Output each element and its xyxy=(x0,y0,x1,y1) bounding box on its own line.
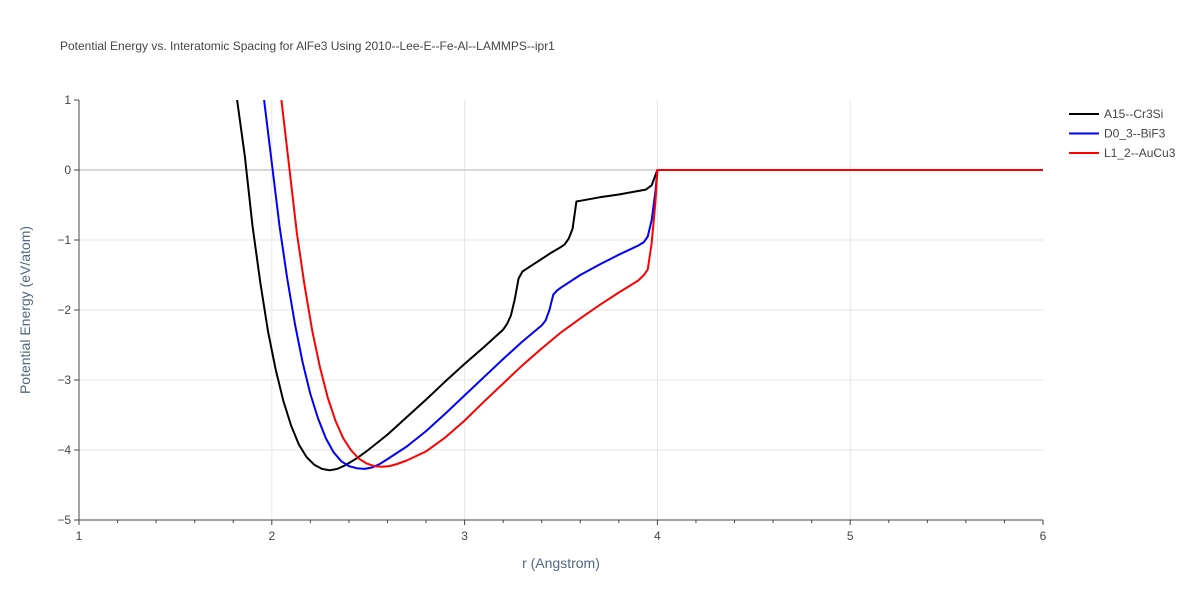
series-line xyxy=(236,100,1043,472)
legend-label: D0_3--BiF3 xyxy=(1104,127,1166,141)
x-tick-label: 4 xyxy=(654,529,661,543)
legend-label: L1_2--AuCu3 xyxy=(1104,146,1176,160)
legend-item[interactable]: L1_2--AuCu3 xyxy=(1069,146,1176,160)
chart-title: Potential Energy vs. Interatomic Spacing… xyxy=(60,39,555,53)
y-tick-label: 1 xyxy=(64,93,71,107)
series-line xyxy=(263,100,1043,470)
x-axis-title: r (Angstrom) xyxy=(522,555,600,571)
plot-area xyxy=(236,100,1043,472)
x-tick-label: 1 xyxy=(76,529,83,543)
legend-item[interactable]: D0_3--BiF3 xyxy=(1069,127,1166,141)
x-tick-label: 2 xyxy=(268,529,275,543)
y-tick-label: 0 xyxy=(64,163,71,177)
legend-label: A15--Cr3Si xyxy=(1104,107,1163,121)
y-tick-label: −3 xyxy=(57,373,71,387)
x-tick-label: 3 xyxy=(461,529,468,543)
axes: 1 2 3 4 5 6 1 0 −1 −2 −3 −4 −5 xyxy=(57,93,1046,543)
legend[interactable]: A15--Cr3Si D0_3--BiF3 L1_2--AuCu3 xyxy=(1069,107,1176,160)
y-tick-label: −4 xyxy=(57,443,71,457)
y-axis-title: Potential Energy (eV/atom) xyxy=(17,226,33,394)
x-tick-label: 5 xyxy=(847,529,854,543)
y-tick-label: −2 xyxy=(57,303,71,317)
x-tick-label: 6 xyxy=(1040,529,1047,543)
grid xyxy=(79,100,1043,520)
legend-item[interactable]: A15--Cr3Si xyxy=(1069,107,1163,121)
y-tick-label: −1 xyxy=(57,233,71,247)
series-line xyxy=(280,100,1043,468)
y-tick-label: −5 xyxy=(57,513,71,527)
